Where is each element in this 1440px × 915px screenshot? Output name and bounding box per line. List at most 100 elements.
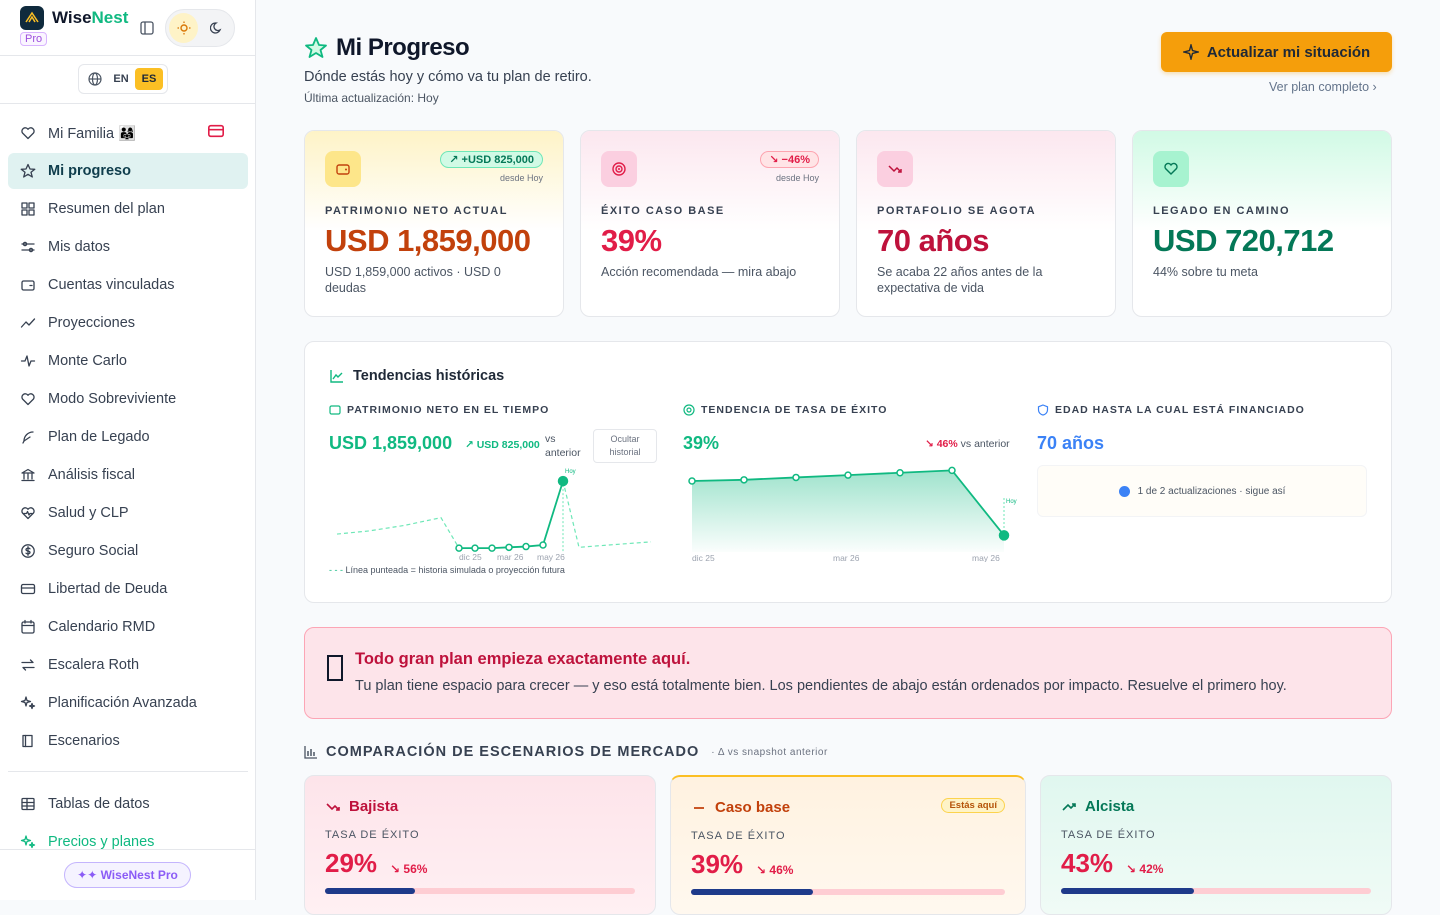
projection-line (562, 480, 652, 548)
card-desc: 44% sobre tu meta (1153, 265, 1258, 279)
data-point (522, 542, 530, 551)
data-point (471, 544, 479, 552)
sidebar-item-escenarios[interactable]: Escenarios (8, 723, 248, 759)
moon-icon[interactable] (202, 13, 231, 43)
sidebar-item-cuentas-vinculadas[interactable]: Cuentas vinculadas (8, 267, 248, 303)
brand-name: WiseNest (52, 8, 129, 27)
sidebar-item-modo-sobreviviente[interactable]: Modo Sobreviviente (8, 381, 248, 417)
vs-previous: vs anterior (545, 433, 581, 459)
since-label: desde Hoy (499, 173, 543, 183)
sidebar-item-calendario-rmd[interactable]: Calendario RMD (8, 609, 248, 645)
scenario-card-base[interactable]: Caso base Estás aquí TASA DE ÉXITO 39% ↘… (670, 775, 1026, 915)
sidebar-item-seguro-social[interactable]: Seguro Social (8, 533, 248, 569)
sidebar-item-label: Resumen del plan (48, 201, 165, 217)
data-point (688, 477, 696, 485)
scenario-card-bear[interactable]: Bajista TASA DE ÉXITO 29% ↘ 56% (304, 775, 656, 915)
sidebar-item-plan-de-legado[interactable]: Plan de Legado (8, 419, 248, 455)
card-value: 70 años (877, 223, 989, 258)
logo-icon (20, 6, 44, 30)
heart-icon (21, 127, 35, 140)
rate-value: 29% (325, 848, 378, 878)
sidebar-item-mi-familia[interactable]: Mi Familia 👨‍👩‍👧 (8, 115, 248, 151)
sidebar-item-salud-y-clp[interactable]: Salud y CLP (8, 495, 248, 531)
base-success-card[interactable]: ↘ −46% desde Hoy ÉXITO CASO BASE 39% Acc… (580, 130, 840, 317)
arrows-icon (21, 659, 35, 671)
target-icon (683, 404, 695, 416)
sidebar-item-mi-progreso[interactable]: Mi progreso (8, 153, 248, 189)
hide-history-button[interactable]: Ocultar historial (593, 429, 657, 463)
rate-bar-fill (1061, 888, 1195, 894)
rate-bar (325, 888, 635, 894)
sparkle-icon (20, 696, 36, 710)
page-title: Mi Progreso (336, 34, 470, 61)
scenario-card-bull[interactable]: Alcista TASA DE ÉXITO 43% ↘ 42% (1040, 775, 1392, 915)
sidebar-item-libertad-de-deuda[interactable]: Libertad de Deuda (8, 571, 248, 607)
you-are-here-badge: Estás aquí (941, 798, 1005, 813)
view-full-plan-link[interactable]: Ver plan completo › (1269, 80, 1377, 94)
heart-icon (21, 393, 35, 406)
grid-icon (21, 202, 35, 216)
sparkle-icon (1182, 44, 1199, 60)
sidebar-item-label: Plan de Legado (48, 429, 150, 445)
rate-delta: ↘ 42% (1126, 862, 1164, 876)
sidebar-item-escalera-roth[interactable]: Escalera Roth (8, 647, 248, 683)
lang-es-button[interactable]: ES (135, 68, 163, 90)
data-point (896, 468, 904, 477)
sun-icon[interactable] (169, 13, 198, 43)
sidebar-item-tablas-de-datos[interactable]: Tablas de datos (8, 786, 248, 822)
brand-logo[interactable]: WiseNest (20, 6, 128, 30)
trend-icon (20, 318, 36, 328)
sidebar: WiseNest Pro EN ES Mi Familia 👨‍👩‍👧 Mi pr… (0, 0, 256, 900)
x-tick-label: may 26 (537, 552, 565, 562)
sidebar-item-mis-datos[interactable]: Mis datos (8, 229, 248, 265)
sidebar-item-precios-y-planes[interactable]: Precios y planes (8, 824, 248, 860)
sidebar-item-analisis-fiscal[interactable]: Análisis fiscal (8, 457, 248, 493)
nav-divider (8, 771, 248, 772)
language-switcher: EN ES (78, 64, 168, 94)
card-label: PORTAFOLIO SE AGOTA (877, 205, 1037, 217)
wallet-icon (21, 280, 35, 291)
net-worth-chart-label: PATRIMONIO NETO EN EL TIEMPO (347, 404, 550, 416)
heart-icon (1153, 151, 1189, 187)
scenario-name: Alcista (1085, 798, 1135, 815)
collapse-sidebar-icon[interactable] (139, 20, 155, 36)
sidebar-item-label: Proyecciones (48, 315, 136, 331)
portfolio-depletion-card[interactable]: PORTAFOLIO SE AGOTA 70 años Se acaba 22 … (856, 130, 1116, 317)
today-label: Hoy (565, 469, 576, 475)
data-point (948, 466, 956, 475)
rate-bar-fill (691, 889, 814, 895)
theme-toggle[interactable] (165, 9, 235, 47)
delta-badge: ↘ −46% (760, 151, 819, 168)
net-worth-line (459, 480, 564, 549)
x-tick-label: dic 25 (459, 552, 482, 562)
dollar-icon (21, 544, 35, 558)
sidebar-item-monte-carlo[interactable]: Monte Carlo (8, 343, 248, 379)
sidebar-item-label: Escenarios (48, 733, 120, 749)
sidebar-item-resumen-del-plan[interactable]: Resumen del plan (8, 191, 248, 227)
success-rate-delta: ↘ 46% vs anterior (925, 438, 1010, 450)
today-label: Hoy (1006, 499, 1017, 505)
lang-en-button[interactable]: EN (113, 73, 129, 85)
main-content: Mi Progreso Dónde estás hoy y cómo va tu… (256, 0, 1440, 915)
sidebar-item-proyecciones[interactable]: Proyecciones (8, 305, 248, 341)
card-value: USD 1,859,000 (325, 223, 531, 258)
minus-icon (694, 806, 704, 809)
sidebar-item-label: Mi progreso (48, 163, 131, 179)
data-point (488, 544, 496, 552)
trend-up-icon (1062, 802, 1076, 811)
net-worth-chart: Hoy dic 25 mar 26 may 26 (336, 469, 652, 562)
pro-badge: Pro (20, 32, 48, 46)
globe-icon (83, 72, 107, 86)
success-rate-area (692, 470, 1004, 552)
rate-label: TASA DE ÉXITO (1061, 829, 1156, 841)
sidebar-item-label: Monte Carlo (48, 353, 127, 369)
sliders-icon (21, 241, 35, 253)
page-subtitle: Dónde estás hoy y cómo va tu plan de ret… (304, 69, 592, 85)
card-desc: Acción recomendada — mira abajo (601, 265, 797, 279)
rate-bar-fill (325, 888, 415, 894)
net-worth-card[interactable]: ↗ +USD 825,000 desde Hoy PATRIMONIO NETO… (304, 130, 564, 317)
wisenest-pro-button[interactable]: ✦✦ WiseNest Pro (64, 862, 191, 888)
legacy-card[interactable]: LEGADO EN CAMINO USD 720,712 44% sobre t… (1132, 130, 1392, 317)
update-situation-button[interactable]: Actualizar mi situación (1161, 32, 1392, 72)
sidebar-item-planificacion-avanzada[interactable]: Planificación Avanzada (8, 685, 248, 721)
